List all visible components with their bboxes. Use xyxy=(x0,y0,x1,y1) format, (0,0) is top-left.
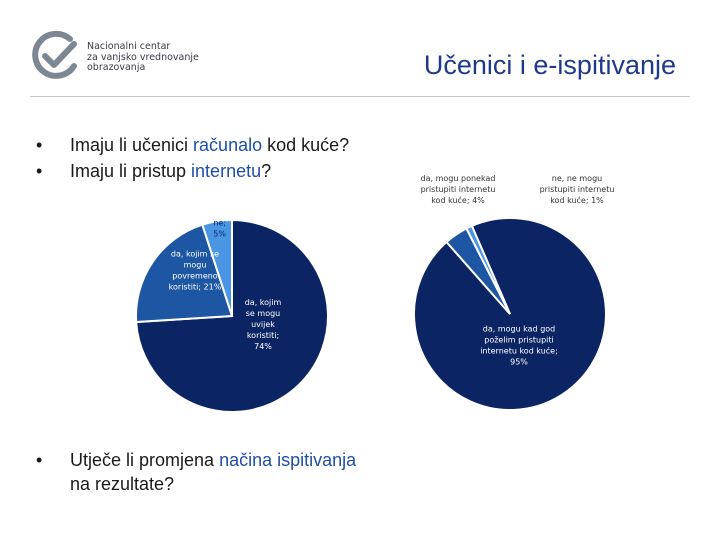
bullet-highlight: načina ispitivanja xyxy=(219,450,357,470)
pie2-slice-no-label: ne, ne mogu pristupiti internetu kod kuće;… xyxy=(540,174,615,205)
bullet-test-mode: • Utječe li promjena načina ispitivanja n… xyxy=(36,448,356,496)
pie1-slice-sometimes-label: da, kojim se mogu povremeno koristiti; 21% xyxy=(169,250,222,292)
bullet-text: Utječe li promjena načina ispitivanja na … xyxy=(70,448,356,496)
bullet-marker: • xyxy=(36,450,43,470)
logo: Nacionalni centar za vanjsko vrednovanje… xyxy=(30,30,230,90)
label-line: 74% xyxy=(254,342,272,351)
label-line: da, mogu kad god xyxy=(483,325,556,334)
label-line: internetu kod kuće; xyxy=(480,346,558,356)
pie2-slice-no xyxy=(465,224,511,315)
logo-text: Nacionalni centar za vanjsko vrednovanje… xyxy=(87,41,199,73)
bullet-internet: • Imaju li pristup internetu? xyxy=(36,158,349,184)
label-line: mogu xyxy=(184,261,207,270)
bullet-marker: • xyxy=(36,135,43,155)
bullet-computer: • Imaju li učenici računalo kod kuće? xyxy=(36,132,349,158)
pie-chart-2: da, mogu kad god poželim pristupiti intern… xyxy=(412,174,615,411)
pie1-slice-no-label: ne; 5% xyxy=(213,219,226,239)
pie2-slice-sometimes-label: da, mogu ponekad pristupiti internetu kod … xyxy=(421,174,496,205)
label-line: kod kuće; 1% xyxy=(550,195,604,205)
label-line: poželim pristupiti xyxy=(484,336,554,345)
logo-check-icon xyxy=(32,30,77,79)
bullet-highlight: računalo xyxy=(193,135,263,155)
pie1-slice-sometimes xyxy=(135,223,234,324)
title-divider xyxy=(30,96,690,97)
label-line: koristiti; 21% xyxy=(169,283,222,292)
bullet-text-part: Imaju li pristup xyxy=(70,161,192,181)
bullet-text: Imaju li pristup internetu? xyxy=(70,158,271,184)
label-line: ne, ne mogu xyxy=(552,174,602,183)
label-line: ne; xyxy=(213,219,226,228)
label-line: se mogu xyxy=(246,309,280,318)
label-line: pristupiti internetu xyxy=(540,185,615,194)
label-line: 5% xyxy=(213,230,226,239)
pie1-slice-always-label: da, kojim se mogu uvijek koristiti; 74% xyxy=(245,298,282,351)
label-line: da, kojim xyxy=(245,298,282,307)
label-line: pristupiti internetu xyxy=(421,185,496,194)
bullet-text: Imaju li učenici računalo kod kuće? xyxy=(70,132,349,158)
label-line: uvijek xyxy=(251,320,275,329)
label-line: da, mogu ponekad xyxy=(421,174,496,183)
bullet-text-part: Utječe li promjena xyxy=(70,450,220,470)
bullet-text-part: kod kuće? xyxy=(262,135,350,155)
label-line: 95% xyxy=(510,358,528,367)
label-line: da, kojim se xyxy=(171,250,219,259)
pie-chart-1: da, kojim se mogu uvijek koristiti; 74%da, k… xyxy=(135,218,329,413)
bullet-marker: • xyxy=(36,161,43,181)
pie2-slice-anytime-label: da, mogu kad god poželim pristupiti intern… xyxy=(480,325,558,367)
bullet-text-part: ? xyxy=(261,161,272,181)
bullet-list: • Imaju li učenici računalo kod kuće? • … xyxy=(36,132,349,184)
label-line: povremeno xyxy=(172,272,218,281)
bullet-highlight: internetu xyxy=(191,161,262,181)
bullet-text-part: Imaju li učenici xyxy=(70,135,194,155)
slide-title: Učenici i e-ispitivanje xyxy=(423,50,676,80)
label-line: koristiti; xyxy=(247,331,279,340)
label-line: kod kuće; 4% xyxy=(431,195,485,205)
bullet-text-part: na rezultate? xyxy=(70,474,175,494)
pie1-slice-no xyxy=(201,218,233,317)
